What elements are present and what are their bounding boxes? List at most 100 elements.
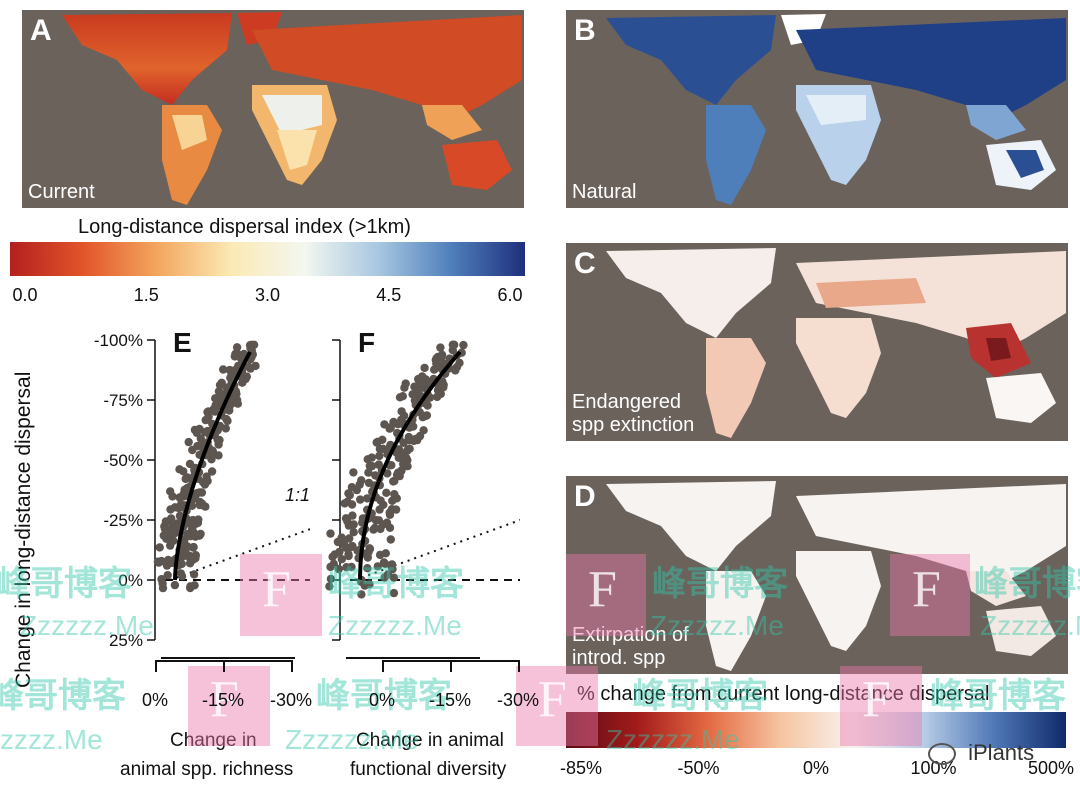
- panel-letter-c: C: [574, 247, 596, 280]
- plotF-point: [391, 505, 401, 514]
- scatter-y-axis-label: Change in long-distance dispersal: [12, 371, 35, 688]
- colorbar-top-tick-4: 6.0: [497, 285, 523, 305]
- plotE-point: [188, 515, 197, 525]
- plotE-point: [188, 445, 197, 455]
- y-tick-label-4: 0%: [118, 571, 143, 590]
- plotE-point: [207, 467, 217, 476]
- plotF-point: [380, 420, 389, 429]
- plot-e-x-tick-mark-1: [223, 660, 225, 672]
- plotF-point: [394, 453, 403, 462]
- plotF-point: [403, 462, 412, 471]
- plotF-point: [365, 544, 374, 553]
- plotE-point: [162, 561, 172, 570]
- plotF-point: [434, 384, 444, 393]
- plotE-point: [175, 511, 185, 520]
- plotF-point: [436, 343, 445, 352]
- plot-e-x-tick-mark-2: [291, 660, 293, 672]
- plotE-point: [196, 434, 205, 443]
- colorbar-top-title: Long-distance dispersal index (>1km): [78, 216, 411, 238]
- plotE-point: [177, 572, 187, 581]
- plotF-point: [375, 451, 384, 461]
- y-tick-label-1: -75%: [103, 391, 143, 410]
- wechat-icon: [928, 743, 956, 766]
- plotF-point: [326, 574, 336, 584]
- plotF-point: [373, 437, 382, 446]
- map-panel-a: A Current: [22, 10, 524, 208]
- plotE-point: [168, 492, 177, 501]
- panel-letter-f: F: [358, 330, 375, 358]
- plotF-point: [348, 511, 357, 520]
- plotE-point: [233, 399, 242, 408]
- plotF-point: [364, 478, 374, 488]
- plotF-point: [399, 438, 408, 447]
- plotE-point: [179, 538, 189, 547]
- plotE-point: [179, 467, 188, 476]
- plotF-point: [326, 529, 335, 538]
- plotF-one-to-one-line: [354, 519, 520, 581]
- map-label-natural: Natural: [572, 181, 637, 203]
- plotF-point: [448, 340, 458, 349]
- plotE-point: [203, 476, 212, 486]
- plotF-point: [382, 518, 392, 527]
- plotF-point: [347, 562, 356, 572]
- plotF-point: [422, 411, 432, 420]
- plotF-point: [335, 547, 344, 557]
- plotF-point: [423, 401, 432, 410]
- plotF-point: [365, 580, 374, 589]
- x-axis-label-f-line1: Change in animal: [356, 730, 504, 751]
- x-axis-label-f-line2: functional diversity: [350, 759, 507, 780]
- plotF-point: [343, 517, 352, 526]
- plotF-point: [326, 562, 335, 572]
- plotF-fit-curve: [358, 350, 462, 581]
- plotF-point: [451, 366, 460, 375]
- plotF-point: [363, 564, 372, 573]
- plotE-point: [184, 437, 193, 447]
- plotF-point: [379, 558, 389, 567]
- y-tick-label-5: 25%: [109, 631, 143, 650]
- plotE-point: [158, 583, 168, 593]
- plotE-fit-curve: [173, 351, 252, 581]
- plotF-point: [375, 444, 385, 454]
- plotF-point: [370, 523, 380, 533]
- plotF-point: [414, 374, 423, 384]
- panel-letter-e: E: [173, 330, 192, 358]
- one-to-one-line-label: 1:1 line: [285, 485, 310, 505]
- plotF-point: [375, 550, 385, 560]
- plotF-point: [344, 551, 353, 561]
- plot-f-x-tick-label-1: -15%: [428, 690, 472, 710]
- plotF-point: [337, 555, 346, 564]
- panel-letter-b: B: [574, 14, 596, 47]
- plotE-point: [155, 543, 164, 552]
- plotF-point: [459, 340, 468, 350]
- plotF-point: [357, 476, 366, 485]
- colorbar-bottom-tick-0: -85%: [559, 758, 603, 778]
- colorbar-bottom: [566, 712, 1066, 748]
- plot-f-x-tick-label-2: -30%: [496, 690, 540, 710]
- plotE-point: [215, 435, 224, 445]
- plotF-point: [405, 444, 414, 453]
- plotE-point: [197, 499, 207, 508]
- plotE-point: [167, 514, 176, 523]
- plotE-point: [197, 488, 206, 497]
- plotF-point: [455, 358, 464, 368]
- y-tick-label-0: -100%: [94, 331, 143, 350]
- plotF-point: [380, 573, 389, 582]
- plotE-point: [162, 534, 171, 543]
- plotE-point: [215, 380, 225, 390]
- plotF-point: [392, 494, 401, 503]
- plotE-point: [219, 365, 228, 374]
- plotF-point: [339, 539, 348, 548]
- plotF-point: [373, 562, 382, 571]
- scatter-plot-f: F: [325, 330, 520, 659]
- map-label-extirpation: Extirpation of introd. spp: [572, 624, 689, 669]
- colorbar-bottom-tick-2: 0%: [802, 758, 830, 778]
- plotF-point: [412, 392, 422, 401]
- plotE-point: [170, 521, 179, 530]
- plotF-point: [437, 353, 446, 362]
- plotF-point: [419, 426, 428, 435]
- plotE-point: [183, 483, 192, 493]
- plotE-point: [181, 474, 190, 484]
- map-panel-d: D Extirpation of introd. spp: [566, 476, 1068, 674]
- plotE-point: [185, 459, 195, 469]
- plotE-point: [189, 542, 198, 552]
